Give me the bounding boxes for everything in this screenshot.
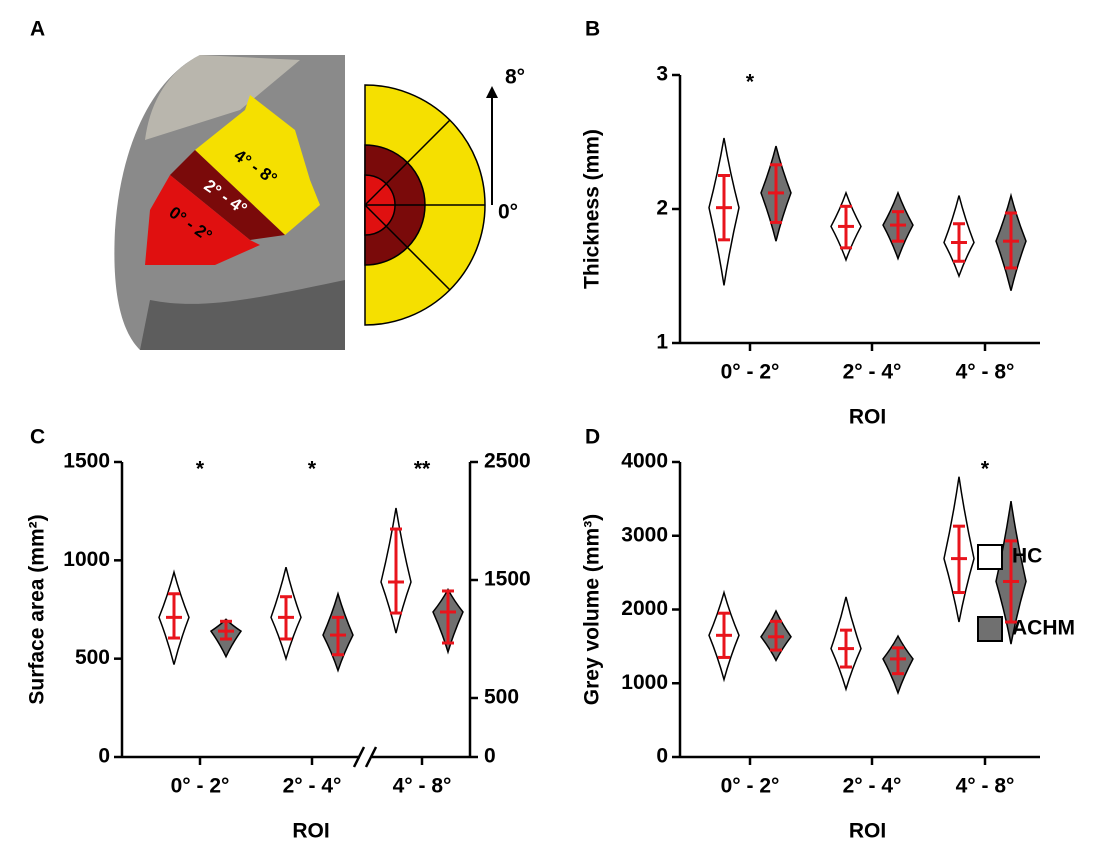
legend-swatch: [978, 617, 1002, 641]
x-tick-label: 2° - 4°: [843, 775, 902, 798]
scale-max: 8°: [505, 66, 525, 89]
figure: A 4° - 8° 2° - 4° 0° - 2° 8° 0° B 1 2 3 Thic…: [0, 0, 1107, 842]
panel-label: D: [585, 426, 600, 449]
panel-label: C: [30, 426, 45, 449]
arrow-head: [486, 86, 498, 98]
y2-tick-label: 1500: [484, 568, 531, 591]
x-axis-label: ROI: [292, 820, 329, 842]
significance: *: [196, 458, 205, 481]
y2-tick-label: 500: [484, 686, 519, 709]
x-tick-label: 0° - 2°: [721, 361, 780, 384]
panel-label: A: [30, 18, 45, 41]
x-tick-label: 0° - 2°: [721, 775, 780, 798]
x-tick-label: 4° - 8°: [393, 775, 452, 798]
y-tick-label: 3000: [621, 523, 668, 546]
y-tick-label: 0: [98, 745, 110, 768]
x-tick-label: 0° - 2°: [171, 775, 230, 798]
y2-tick-label: 2500: [484, 450, 531, 473]
significance: *: [746, 71, 755, 94]
significance: *: [308, 458, 317, 481]
y-tick-label: 2000: [621, 597, 668, 620]
panel-a: A 4° - 8° 2° - 4° 0° - 2° 8° 0°: [30, 18, 525, 350]
y-tick-label: 2: [656, 197, 668, 220]
panel-label: B: [585, 18, 600, 41]
x-axis-label: ROI: [849, 820, 886, 842]
y-tick-label: 500: [75, 646, 110, 669]
y-axis-label: Thickness (mm): [581, 129, 604, 289]
y2-tick-label: 0: [484, 745, 496, 768]
y-tick-label: 0: [656, 745, 668, 768]
legend-label: HC: [1012, 545, 1042, 568]
legend-label: ACHM: [1012, 617, 1075, 640]
scale-min: 0°: [498, 201, 518, 224]
y-tick-label: 1000: [63, 548, 110, 571]
y-axis-label: Grey volume (mm³): [581, 514, 604, 705]
y-tick-label: 1000: [621, 671, 668, 694]
significance: *: [981, 458, 990, 481]
x-tick-label: 4° - 8°: [956, 361, 1015, 384]
y-tick-label: 1: [656, 331, 668, 354]
x-tick-label: 2° - 4°: [283, 775, 342, 798]
y-axis-label: Surface area (mm²): [26, 514, 49, 704]
y-tick-label: 4000: [621, 450, 668, 473]
significance: **: [414, 458, 431, 481]
legend-swatch: [978, 545, 1002, 569]
x-tick-label: 2° - 4°: [843, 361, 902, 384]
x-tick-label: 4° - 8°: [956, 775, 1015, 798]
y-tick-label: 3: [656, 63, 668, 86]
x-axis-label: ROI: [849, 406, 886, 429]
y-tick-label: 1500: [63, 450, 110, 473]
